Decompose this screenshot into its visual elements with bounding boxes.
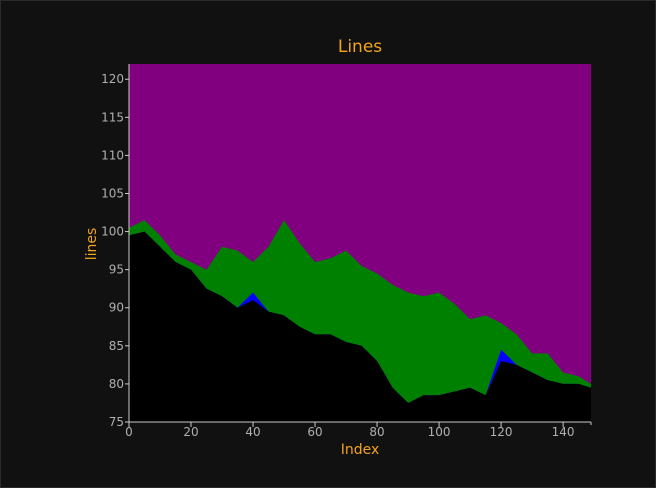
y-axis-label: lines [84,228,100,261]
y-tick-label: 100 [101,225,124,239]
x-tick-label: 80 [369,425,384,439]
y-tick-label: 115 [101,110,124,124]
x-tick-label: 60 [307,425,322,439]
y-tick-label: 75 [109,415,124,429]
x-tick-label: 20 [183,425,198,439]
x-tick-label: 120 [490,425,513,439]
x-tick-label: 100 [428,425,451,439]
series-areas [129,64,591,422]
axes: 75 80 85 90 95 100 105 110 115 120 0 20 40 60 80 100 120… [101,64,592,439]
y-tick-label: 110 [101,148,124,162]
y-tick-label: 120 [101,72,124,86]
x-tick-label: 40 [245,425,260,439]
y-tick-label: 85 [109,339,124,353]
y-tick-label: 105 [101,186,124,200]
y-tick-label: 90 [109,301,124,315]
y-tick-label: 95 [109,263,124,277]
x-tick-label: 0 [125,425,133,439]
series-area-1 [129,231,591,422]
x-tick-label: 140 [552,425,575,439]
chart-title: Lines [338,37,382,57]
x-axis-label: Index [341,442,380,458]
y-tick-label: 80 [109,377,124,391]
